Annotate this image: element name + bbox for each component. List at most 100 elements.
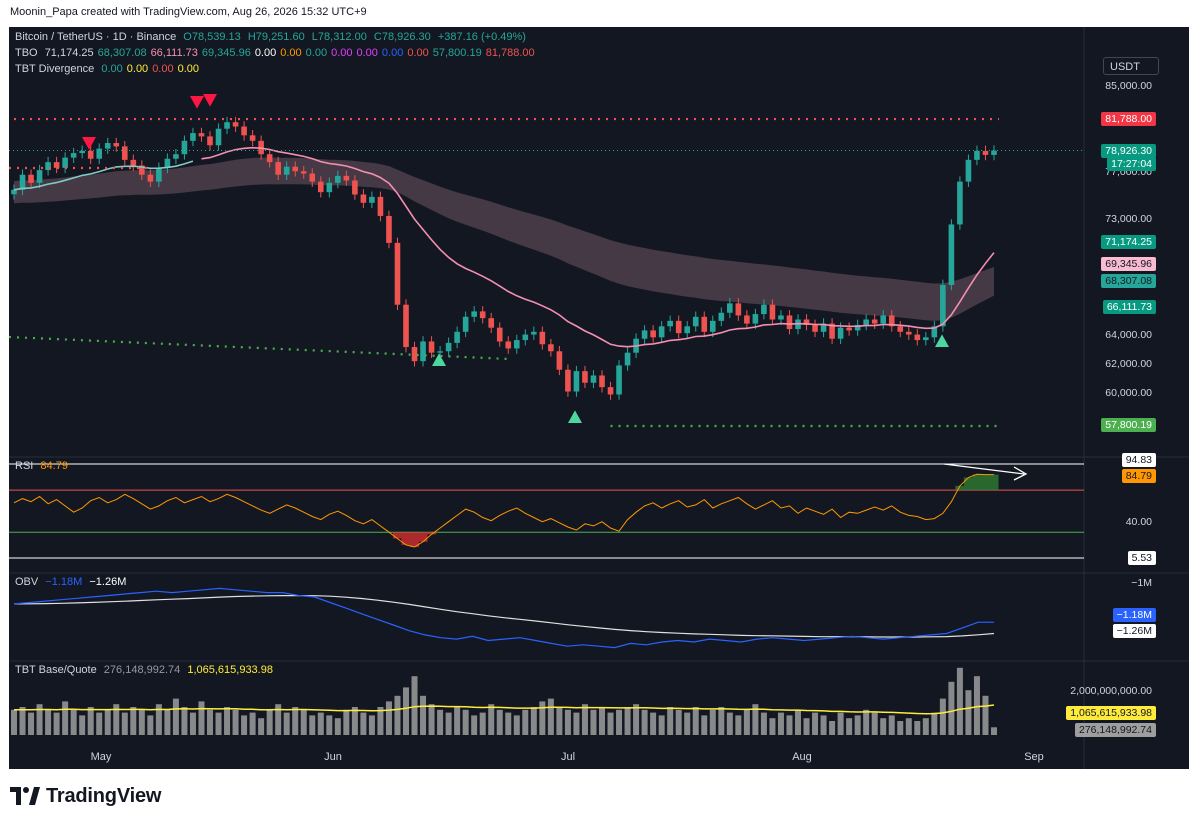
- candle-body: [79, 150, 85, 154]
- legend-row-tbo: TBO 71,174.25 68,307.08 66,111.73 69,345.96…: [15, 47, 539, 59]
- volume-bar: [181, 707, 188, 735]
- candle-body: [607, 387, 614, 395]
- volume-bar: [675, 709, 682, 735]
- candle-body: [650, 330, 656, 338]
- volume-bar: [769, 718, 776, 735]
- volume-bar: [62, 701, 69, 735]
- candle-body: [326, 182, 333, 193]
- volume-bar: [360, 712, 367, 735]
- candle-body: [616, 365, 622, 395]
- legend-tbo-name[interactable]: TBO: [15, 47, 38, 59]
- volume-bar: [547, 698, 554, 735]
- candle-body: [369, 196, 375, 203]
- legend-tbo-value: 0.00: [254, 47, 277, 59]
- candle-body: [130, 159, 137, 166]
- candle-body: [590, 375, 597, 383]
- legend-tbo-value: 57,800.19: [432, 47, 482, 59]
- volume-bar: [428, 704, 435, 735]
- candle-body: [786, 315, 793, 330]
- volume-bar: [155, 704, 162, 735]
- volume-bar: [224, 707, 231, 735]
- candle-body: [888, 315, 895, 327]
- price-axis-label: 78,926.30: [1101, 144, 1156, 158]
- candle-body: [121, 146, 128, 160]
- candle-body: [309, 173, 316, 182]
- volume-bar: [147, 715, 154, 735]
- candle-body: [45, 162, 51, 171]
- volume-bar: [471, 715, 478, 735]
- candle-body: [974, 150, 980, 160]
- legend-symbol[interactable]: Bitcoin / TetherUS · 1D · Binance: [15, 31, 177, 43]
- volume-bar: [241, 715, 248, 735]
- volume-bar: [991, 727, 997, 735]
- vol-name[interactable]: TBT Base/Quote: [15, 664, 97, 676]
- legend-div-name[interactable]: TBT Divergence: [15, 63, 95, 75]
- volume-bar: [650, 712, 657, 735]
- price-axis-label: 69,345.96: [1101, 257, 1156, 271]
- candle-body: [292, 166, 299, 172]
- candle-body: [394, 242, 401, 305]
- candle-body: [752, 314, 759, 324]
- rsi-legend: RSI 84.79: [15, 460, 72, 472]
- candle-body: [488, 318, 495, 328]
- rsi-line: [13, 473, 994, 548]
- candle-body: [582, 371, 588, 383]
- candle-body: [846, 327, 852, 331]
- volume-bar: [897, 721, 904, 735]
- volume-bar: [846, 718, 853, 735]
- legend-low: L78,312.00: [311, 31, 367, 43]
- sell-signal-marker: [82, 137, 96, 150]
- volume-bar: [931, 712, 938, 735]
- candle-body: [820, 323, 827, 332]
- candle-body: [948, 224, 955, 285]
- candle-body: [548, 344, 554, 352]
- volume-bar: [914, 721, 921, 735]
- candle-body: [147, 174, 154, 182]
- volume-bar: [599, 707, 605, 735]
- vol-axis-label: 1,065,615,933.98: [1066, 706, 1156, 720]
- volume-bar: [829, 721, 836, 735]
- vol-legend: TBT Base/Quote 276,148,992.74 1,065,615,…: [15, 664, 277, 676]
- divergence-arrow-head: [1013, 466, 1028, 481]
- candle-body: [181, 140, 188, 155]
- volume-bar: [777, 712, 784, 735]
- volume-bar: [79, 715, 86, 735]
- obv-name[interactable]: OBV: [15, 576, 39, 588]
- volume-bar: [965, 690, 972, 735]
- candle-body: [403, 304, 409, 348]
- candle-body: [173, 154, 179, 159]
- price-axis-label: 62,000.00: [1105, 358, 1152, 370]
- tradingview-logo-text: TradingView: [46, 784, 162, 807]
- volume-bar: [207, 709, 213, 735]
- volume-bar: [692, 707, 699, 735]
- candle-body: [377, 196, 384, 216]
- volume-bar: [385, 701, 392, 735]
- volume-bar: [880, 718, 887, 735]
- candle-body: [667, 320, 673, 327]
- legend-tbo-value: 66,111.73: [150, 47, 198, 59]
- x-axis-label: Jun: [324, 751, 342, 763]
- volume-bar: [590, 709, 597, 735]
- legend-tbo-value: 81,788.00: [485, 47, 535, 59]
- candle-body: [565, 369, 571, 392]
- candle-body: [224, 122, 230, 129]
- candle-body: [641, 330, 648, 339]
- volume-bar: [343, 709, 350, 735]
- legend-tbo-value: 0.00: [280, 47, 302, 59]
- legend-close: C78,926.30: [373, 31, 431, 43]
- chart-svg[interactable]: May Jun Jul Aug Sep: [9, 27, 1189, 769]
- volume-bar: [854, 715, 861, 735]
- candle-body: [854, 324, 861, 331]
- rsi-name[interactable]: RSI: [15, 460, 34, 472]
- candle-body: [769, 304, 776, 320]
- volume-bar: [973, 676, 980, 735]
- candle-body: [931, 326, 938, 338]
- chart-area[interactable]: May Jun Jul Aug Sep USDT Bitcoin / TetherUS …: [9, 27, 1189, 769]
- volume-bar: [479, 712, 486, 735]
- volume-bars: [11, 667, 997, 735]
- candle-body: [940, 284, 946, 327]
- volume-bar: [454, 707, 461, 735]
- candle-body: [991, 150, 997, 155]
- currency-selector[interactable]: USDT: [1103, 57, 1159, 75]
- volume-bar: [948, 681, 955, 735]
